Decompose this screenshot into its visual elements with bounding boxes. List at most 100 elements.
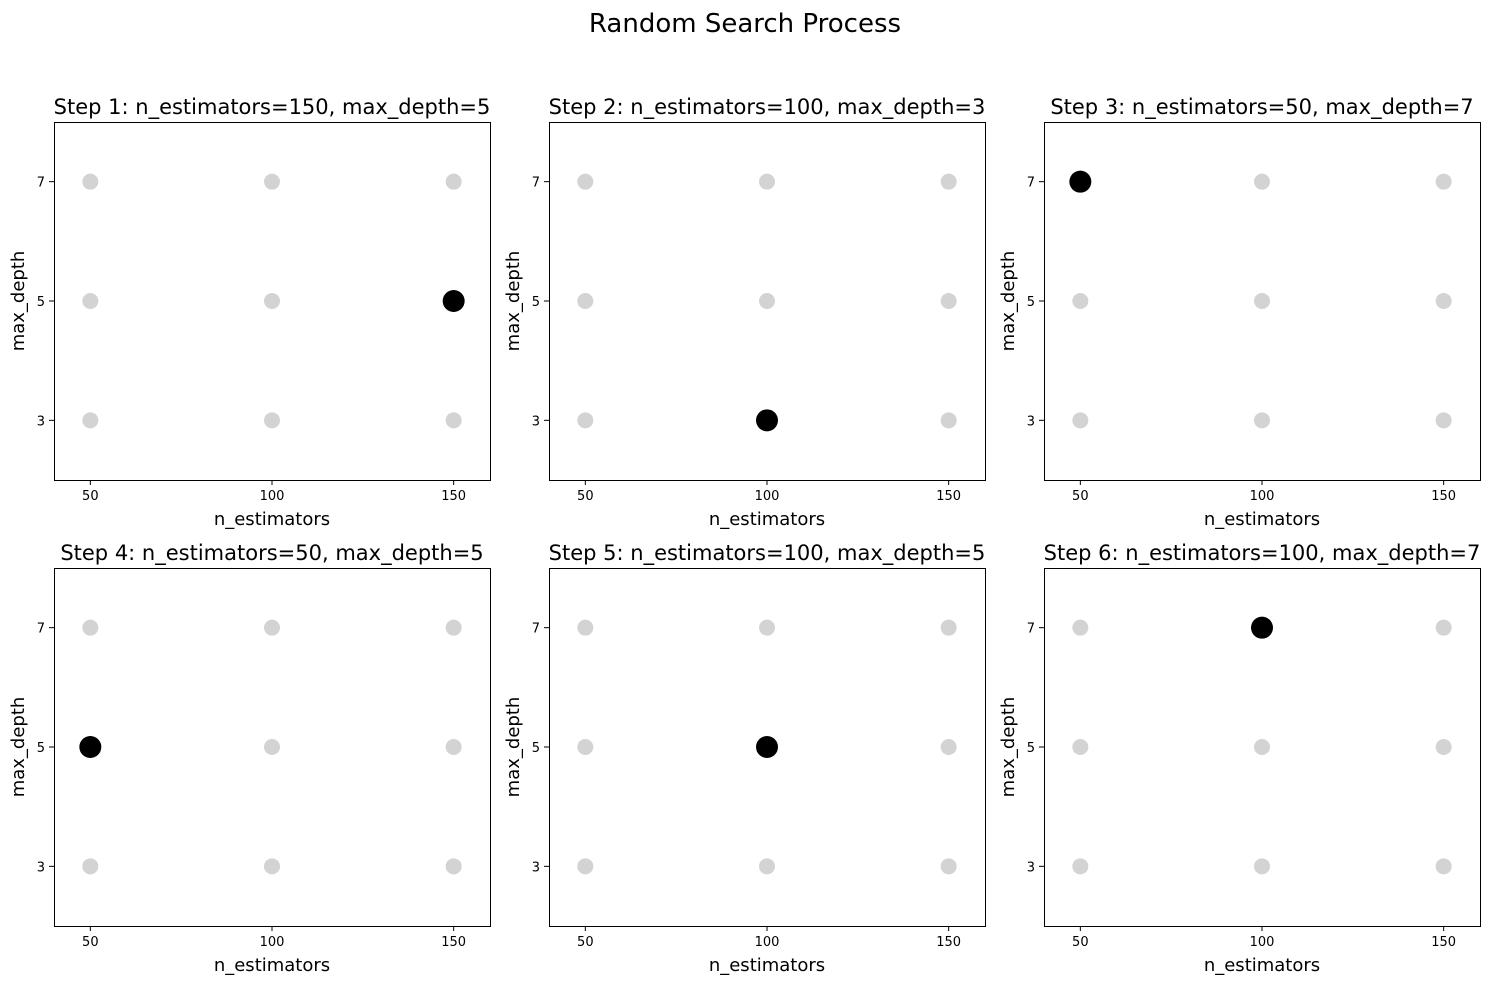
candidate-point — [940, 619, 957, 636]
x-tick-label: 50 — [82, 935, 99, 950]
candidate-point — [1435, 858, 1452, 875]
subplot-title: Step 2: n_estimators=100, max_depth=3 — [549, 95, 986, 120]
candidate-point — [577, 173, 594, 190]
candidate-point — [577, 739, 594, 755]
candidate-point — [82, 619, 99, 636]
candidate-point — [1072, 858, 1089, 875]
selected-point — [756, 409, 778, 432]
candidate-point — [1254, 412, 1270, 429]
y-axis-label: max_depth — [503, 251, 524, 352]
x-tick-label: 50 — [577, 489, 594, 504]
candidate-point — [264, 293, 280, 309]
x-tick-label: 50 — [577, 935, 594, 950]
candidate-point — [1072, 619, 1089, 636]
candidate-point — [264, 858, 280, 875]
candidate-point — [940, 858, 957, 875]
candidate-point — [1435, 739, 1452, 755]
candidate-point — [759, 619, 775, 636]
y-tick-label: 5 — [37, 741, 45, 756]
candidate-point — [759, 173, 775, 190]
candidate-point — [940, 412, 957, 429]
y-tick-label: 7 — [532, 622, 540, 637]
y-tick-label: 7 — [1027, 176, 1035, 191]
subplot-title: Step 6: n_estimators=100, max_depth=7 — [1044, 541, 1481, 566]
x-tick-label: 150 — [1431, 935, 1456, 950]
candidate-point — [445, 739, 462, 755]
subplot-title: Step 4: n_estimators=50, max_depth=5 — [60, 541, 483, 566]
subplot-grid: Step 1: n_estimators=150, max_depth=5 50 1… — [8, 95, 1481, 976]
selected-point — [442, 290, 465, 312]
y-tick-label: 3 — [532, 860, 540, 875]
candidate-point — [445, 619, 462, 636]
candidate-point — [577, 412, 594, 429]
y-tick-label: 5 — [532, 741, 540, 756]
y-axis-label: max_depth — [8, 697, 29, 798]
y-axis-label: max_depth — [503, 697, 524, 798]
x-tick-label: 150 — [936, 489, 961, 504]
subplot-title: Step 3: n_estimators=50, max_depth=7 — [1050, 95, 1473, 120]
subplot-step-2: Step 2: n_estimators=100, max_depth=3 50 1… — [503, 95, 986, 530]
x-tick-label: 100 — [755, 935, 780, 950]
subplot-step-6: Step 6: n_estimators=100, max_depth=7 50 1… — [998, 541, 1481, 976]
x-tick-label: 100 — [260, 489, 285, 504]
x-tick-label: 100 — [755, 489, 780, 504]
y-tick-label: 5 — [1027, 741, 1035, 756]
y-tick-label: 5 — [532, 295, 540, 310]
x-tick-label: 50 — [82, 489, 99, 504]
y-tick-label: 7 — [532, 176, 540, 191]
candidate-point — [577, 858, 594, 875]
x-tick-label: 100 — [1250, 489, 1275, 504]
candidate-point — [82, 412, 99, 429]
x-axis-label: n_estimators — [1204, 955, 1320, 976]
y-axis-label: max_depth — [998, 697, 1019, 798]
candidate-point — [1435, 293, 1452, 309]
figure-title: Random Search Process — [589, 9, 901, 39]
candidate-point — [940, 293, 957, 309]
candidate-point — [577, 293, 594, 309]
x-axis-label: n_estimators — [709, 509, 825, 530]
candidate-point — [940, 173, 957, 190]
x-tick-label: 100 — [1250, 935, 1275, 950]
candidate-point — [82, 173, 99, 190]
candidate-point — [1254, 739, 1270, 755]
candidate-point — [82, 293, 99, 309]
y-tick-label: 3 — [1027, 414, 1035, 429]
x-axis-label: n_estimators — [214, 509, 330, 530]
candidate-point — [1254, 173, 1270, 190]
x-tick-label: 150 — [441, 489, 466, 504]
x-axis-label: n_estimators — [1204, 509, 1320, 530]
subplot-title: Step 1: n_estimators=150, max_depth=5 — [54, 95, 491, 120]
candidate-point — [577, 619, 594, 636]
selected-point — [79, 736, 102, 758]
y-tick-label: 5 — [1027, 295, 1035, 310]
y-axis-label: max_depth — [8, 251, 29, 352]
candidate-point — [1072, 293, 1089, 309]
y-tick-label: 7 — [37, 176, 45, 191]
y-tick-label: 7 — [37, 622, 45, 637]
y-tick-label: 3 — [1027, 860, 1035, 875]
candidate-point — [1072, 739, 1089, 755]
candidate-point — [759, 858, 775, 875]
candidate-point — [1072, 412, 1089, 429]
candidate-point — [940, 739, 957, 755]
selected-point — [1069, 170, 1092, 193]
candidate-point — [264, 412, 280, 429]
y-tick-label: 3 — [532, 414, 540, 429]
x-tick-label: 150 — [441, 935, 466, 950]
subplot-step-4: Step 4: n_estimators=50, max_depth=5 50 10… — [8, 541, 491, 976]
candidate-point — [445, 858, 462, 875]
x-tick-label: 50 — [1072, 489, 1089, 504]
selected-point — [756, 736, 778, 758]
candidate-point — [264, 619, 280, 636]
y-tick-label: 5 — [37, 295, 45, 310]
subplot-step-1: Step 1: n_estimators=150, max_depth=5 50 1… — [8, 95, 491, 530]
y-tick-label: 7 — [1027, 622, 1035, 637]
x-tick-label: 100 — [260, 935, 285, 950]
candidate-point — [759, 293, 775, 309]
candidate-point — [1254, 858, 1270, 875]
x-tick-label: 50 — [1072, 935, 1089, 950]
selected-point — [1251, 616, 1273, 639]
subplot-title: Step 5: n_estimators=100, max_depth=5 — [549, 541, 986, 566]
